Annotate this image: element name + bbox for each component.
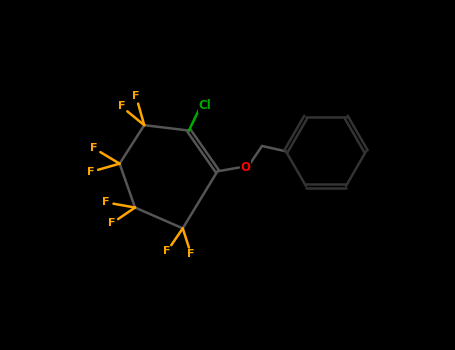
Text: F: F <box>87 167 94 177</box>
Text: F: F <box>187 249 195 259</box>
Text: F: F <box>118 102 125 111</box>
Text: F: F <box>132 91 140 101</box>
Text: Cl: Cl <box>199 99 212 112</box>
Text: F: F <box>108 218 116 228</box>
Text: F: F <box>102 197 110 207</box>
Text: O: O <box>240 161 250 174</box>
Text: F: F <box>90 143 97 153</box>
Text: F: F <box>163 246 171 256</box>
